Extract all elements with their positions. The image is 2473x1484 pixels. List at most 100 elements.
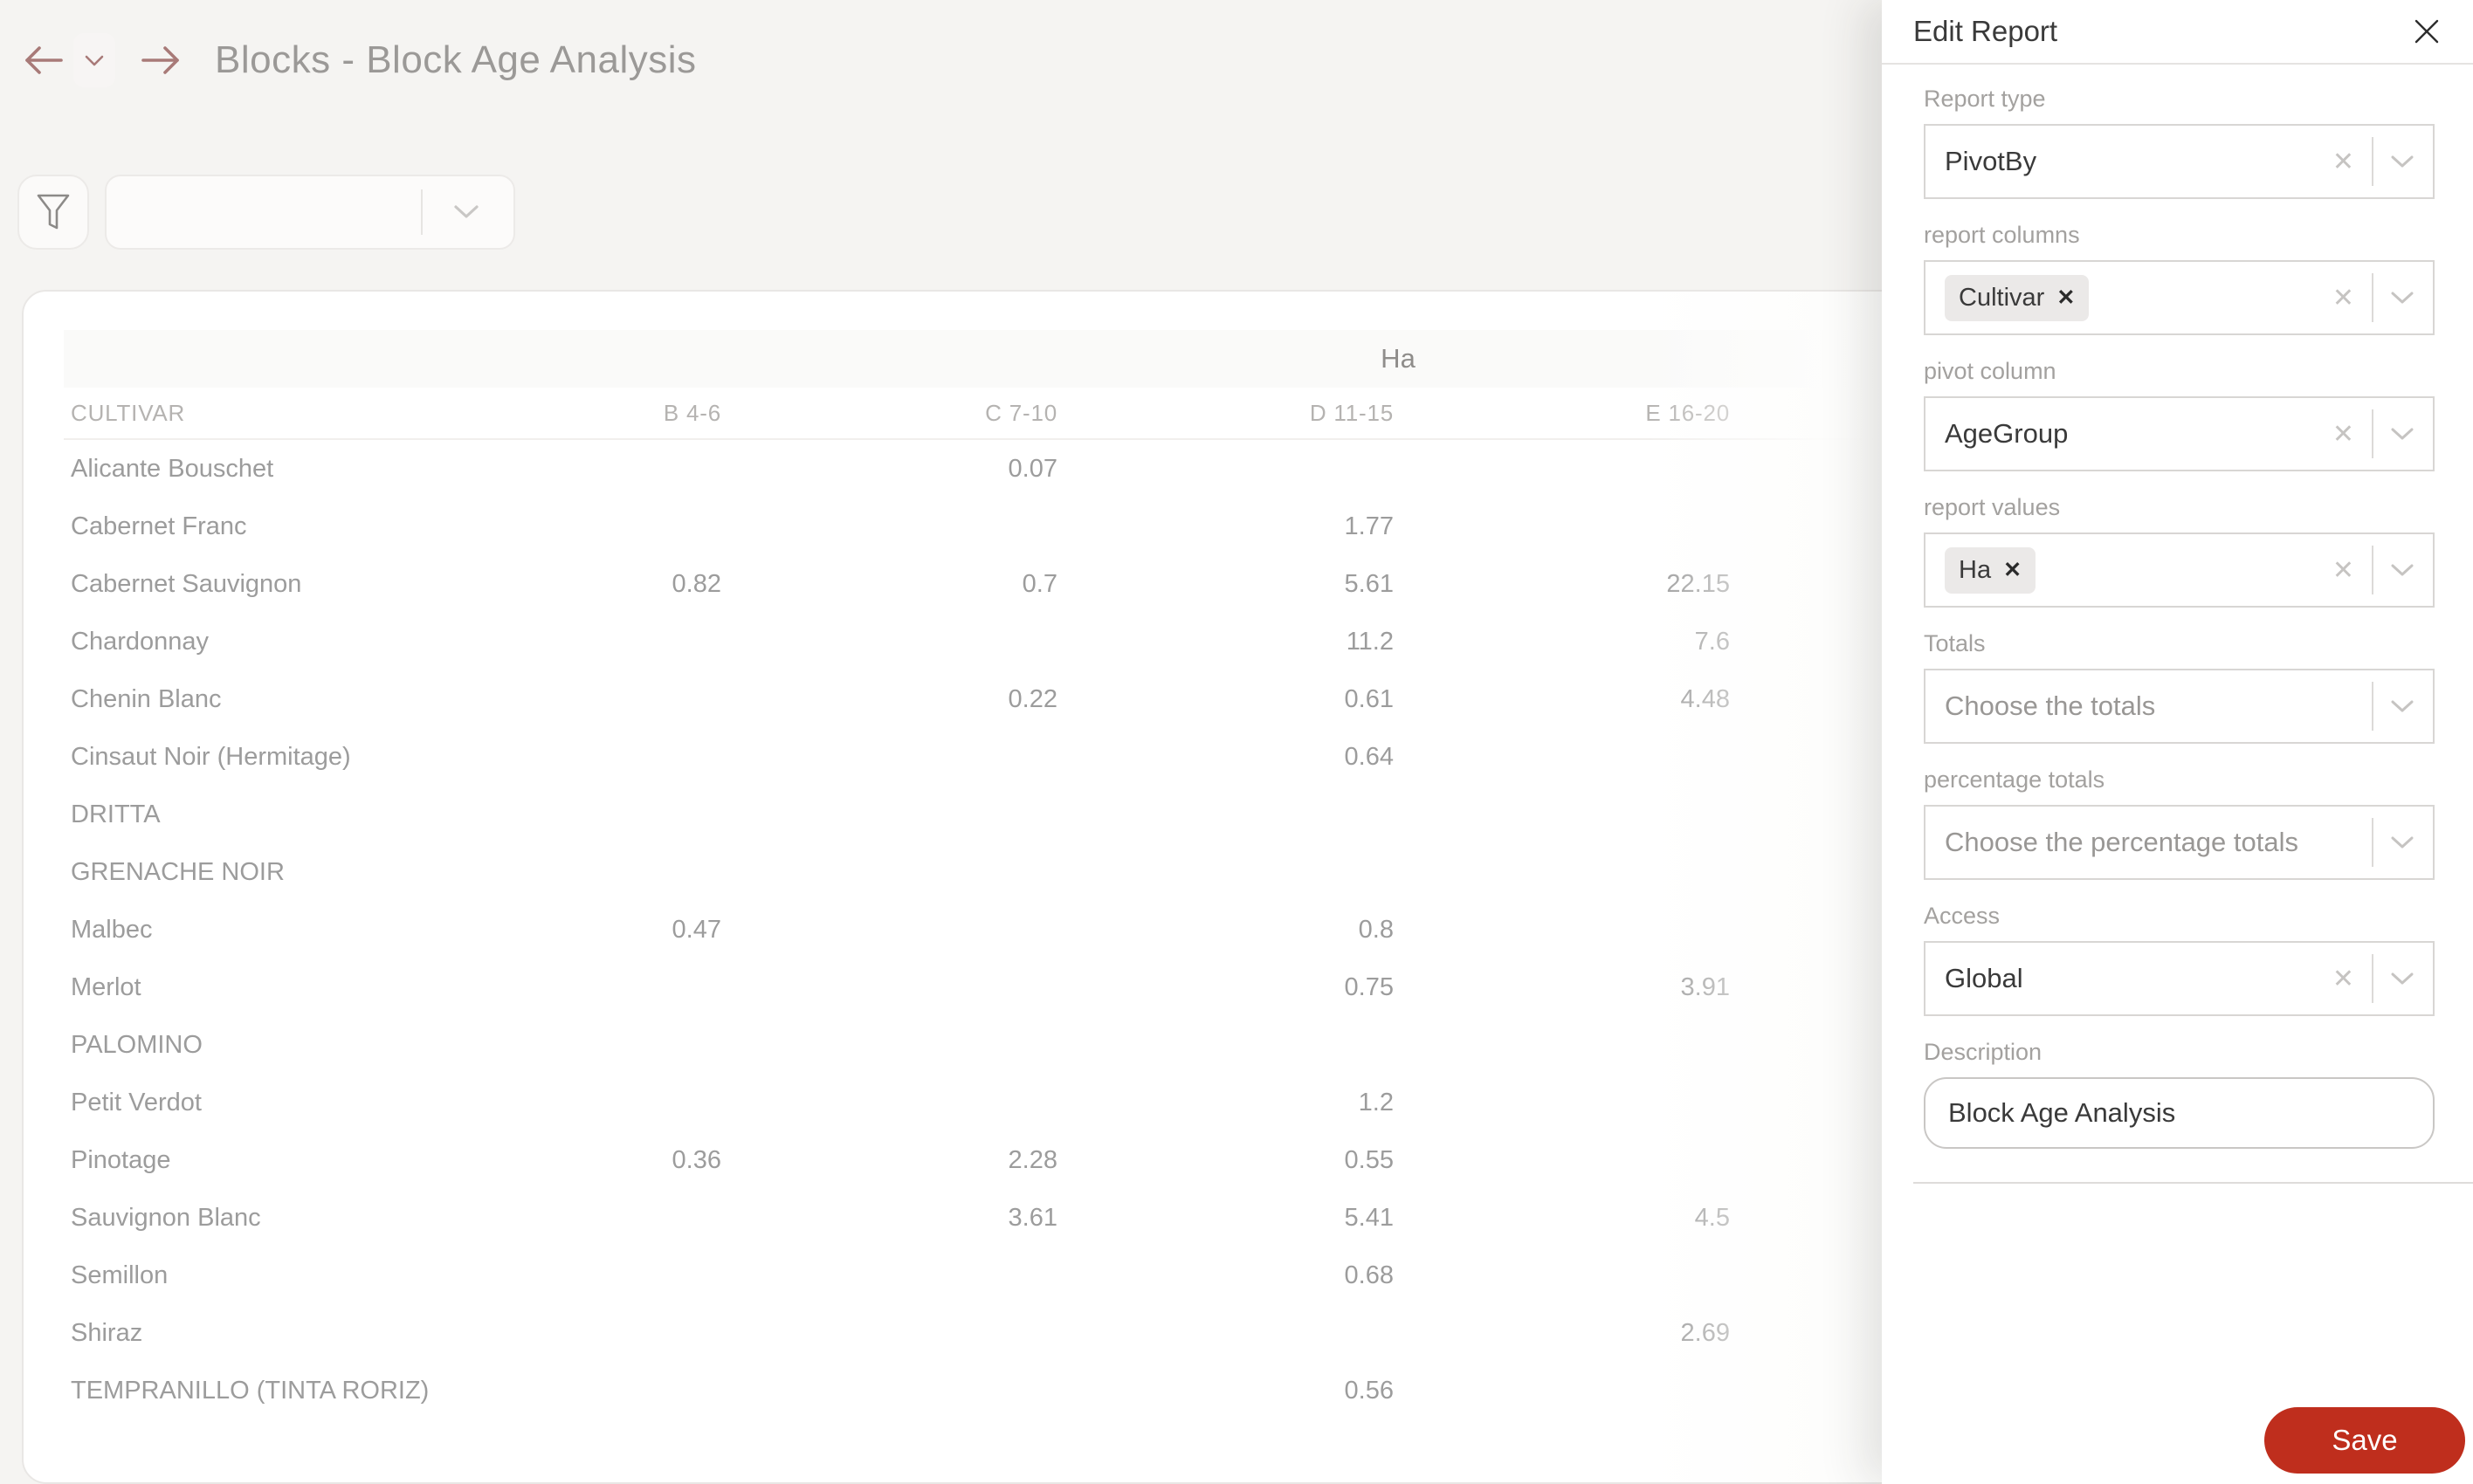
divider bbox=[2372, 409, 2373, 458]
selected-value: AgeGroup bbox=[1945, 418, 2069, 449]
field-label: percentage totals bbox=[1924, 766, 2105, 793]
chevron-down-icon[interactable] bbox=[2391, 972, 2414, 986]
forward-button[interactable] bbox=[141, 45, 180, 75]
close-button[interactable] bbox=[2412, 17, 2442, 46]
cultivar-cell: Chardonnay bbox=[71, 627, 209, 656]
table-row: Cinsaut Noir (Hermitage) 0.64 bbox=[64, 728, 2445, 786]
value-cell: 0.36 bbox=[672, 1145, 721, 1174]
report-values-select[interactable]: Ha ✕ ✕ bbox=[1924, 532, 2435, 608]
cultivar-cell: Shiraz bbox=[71, 1318, 143, 1347]
column-header-d-11-15: D 11-15 bbox=[1309, 399, 1394, 426]
chevron-down-icon[interactable] bbox=[2391, 428, 2414, 441]
cultivar-cell: Sauvignon Blanc bbox=[71, 1203, 261, 1232]
divider bbox=[2372, 546, 2373, 594]
cultivar-cell: Pinotage bbox=[71, 1145, 171, 1174]
report-type-select[interactable]: PivotBy ✕ bbox=[1924, 124, 2435, 199]
access-select[interactable]: Global ✕ bbox=[1924, 941, 2435, 1016]
description-input[interactable] bbox=[1924, 1077, 2435, 1149]
value-cell: 1.77 bbox=[1344, 512, 1394, 540]
value-cell: 0.47 bbox=[672, 915, 721, 944]
report-columns-select[interactable]: Cultivar ✕ ✕ bbox=[1924, 260, 2435, 335]
divider bbox=[421, 189, 423, 235]
value-cell: 0.8 bbox=[1358, 915, 1394, 944]
select-controls: ✕ bbox=[2332, 943, 2433, 1014]
clear-icon[interactable]: ✕ bbox=[2332, 419, 2354, 449]
chevron-down-icon bbox=[85, 55, 104, 66]
column-header-e-16-20: E 16-20 bbox=[1645, 399, 1730, 426]
remove-cultivar-icon[interactable]: ✕ bbox=[2056, 285, 2076, 310]
cultivar-cell: Petit Verdot bbox=[71, 1088, 202, 1116]
table-row: Malbec 0.47 0.8 bbox=[64, 901, 2445, 958]
field-pivot-column: pivot column AgeGroup ✕ bbox=[1924, 358, 2435, 471]
value-cell: 0.22 bbox=[1008, 684, 1057, 713]
select-controls bbox=[2372, 807, 2433, 878]
field-label: Totals bbox=[1924, 630, 1986, 656]
clear-icon[interactable]: ✕ bbox=[2332, 555, 2354, 585]
table-row: Alicante Bouschet 0.07 bbox=[64, 440, 2445, 498]
value-cell: 3.91 bbox=[1680, 972, 1730, 1001]
column-header-cultivar: CULTIVAR bbox=[71, 399, 186, 426]
chevron-down-icon[interactable] bbox=[454, 205, 479, 219]
back-button[interactable] bbox=[24, 45, 63, 75]
panel-title: Edit Report bbox=[1913, 15, 2058, 47]
tag-label: Ha bbox=[1959, 555, 1992, 584]
table-row: Semillon 0.68 bbox=[64, 1247, 2445, 1304]
filter-button[interactable] bbox=[17, 175, 89, 250]
value-cell: 0.7 bbox=[1022, 569, 1057, 598]
clear-icon[interactable]: ✕ bbox=[2332, 964, 2354, 993]
chevron-down-icon[interactable] bbox=[2391, 155, 2414, 168]
remove-ha-icon[interactable]: ✕ bbox=[2003, 558, 2022, 582]
select-controls bbox=[2372, 670, 2433, 742]
field-label: Access bbox=[1924, 903, 2001, 929]
value-cell: 0.55 bbox=[1344, 1145, 1394, 1174]
table-row: Pinotage 0.36 2.28 0.55 bbox=[64, 1131, 2445, 1189]
chevron-down-icon[interactable] bbox=[2391, 292, 2414, 305]
field-label: report columns bbox=[1924, 222, 2080, 248]
pivot-column-select[interactable]: AgeGroup ✕ bbox=[1924, 396, 2435, 471]
field-percentage-totals: percentage totals Choose the percentage t… bbox=[1924, 766, 2435, 880]
totals-select[interactable]: Choose the totals bbox=[1924, 669, 2435, 744]
divider bbox=[2372, 682, 2373, 731]
field-label: Report type bbox=[1924, 86, 2046, 112]
edit-report-panel: Edit Report Report type PivotBy ✕ report co… bbox=[1882, 0, 2473, 1484]
history-dropdown-button[interactable] bbox=[73, 33, 115, 87]
panel-body: Report type PivotBy ✕ report columns Cultiva… bbox=[1882, 65, 2473, 1184]
select-controls: ✕ bbox=[2332, 534, 2433, 606]
title-bar: Blocks - Block Age Analysis bbox=[24, 33, 697, 87]
chevron-down-icon[interactable] bbox=[2391, 564, 2414, 577]
value-cell: 0.64 bbox=[1344, 742, 1394, 771]
value-cell: 22.15 bbox=[1666, 569, 1730, 598]
cultivar-cell: Merlot bbox=[71, 972, 141, 1001]
cultivar-tag: Cultivar ✕ bbox=[1945, 274, 2090, 321]
cultivar-cell: PALOMINO bbox=[71, 1030, 203, 1059]
divider bbox=[2372, 818, 2373, 867]
value-cell: 0.82 bbox=[672, 569, 721, 598]
value-cell: 11.2 bbox=[1346, 627, 1394, 656]
filter-select[interactable] bbox=[105, 175, 515, 250]
cultivar-cell: Malbec bbox=[71, 915, 153, 944]
divider bbox=[2372, 954, 2373, 1003]
selected-value: Global bbox=[1945, 963, 2023, 993]
field-label: report values bbox=[1924, 494, 2061, 520]
value-cell: 1.2 bbox=[1358, 1088, 1394, 1116]
save-button[interactable]: Save bbox=[2264, 1407, 2465, 1474]
cultivar-cell: Chenin Blanc bbox=[71, 684, 222, 713]
cultivar-cell: Cabernet Sauvignon bbox=[71, 569, 302, 598]
chevron-down-icon[interactable] bbox=[2391, 700, 2414, 713]
value-cell: 0.56 bbox=[1344, 1376, 1394, 1405]
field-label: pivot column bbox=[1924, 358, 2056, 384]
percentage-totals-select[interactable]: Choose the percentage totals bbox=[1924, 805, 2435, 880]
column-header-c-7-10: C 7-10 bbox=[985, 399, 1057, 426]
clear-icon[interactable]: ✕ bbox=[2332, 147, 2354, 176]
chevron-down-icon[interactable] bbox=[2391, 836, 2414, 849]
page-title: Blocks - Block Age Analysis bbox=[215, 38, 697, 81]
cultivar-cell: TEMPRANILLO (TINTA RORIZ) bbox=[71, 1376, 430, 1405]
cultivar-cell: Semillon bbox=[71, 1261, 169, 1289]
pivot-group-label: Ha bbox=[1381, 343, 1416, 374]
arrow-right-icon bbox=[141, 45, 180, 75]
clear-icon[interactable]: ✕ bbox=[2332, 283, 2354, 313]
field-description: Description bbox=[1924, 1039, 2435, 1149]
value-cell: 4.5 bbox=[1694, 1203, 1730, 1232]
cultivar-cell: GRENACHE NOIR bbox=[71, 857, 285, 886]
cultivar-cell: DRITTA bbox=[71, 800, 161, 828]
